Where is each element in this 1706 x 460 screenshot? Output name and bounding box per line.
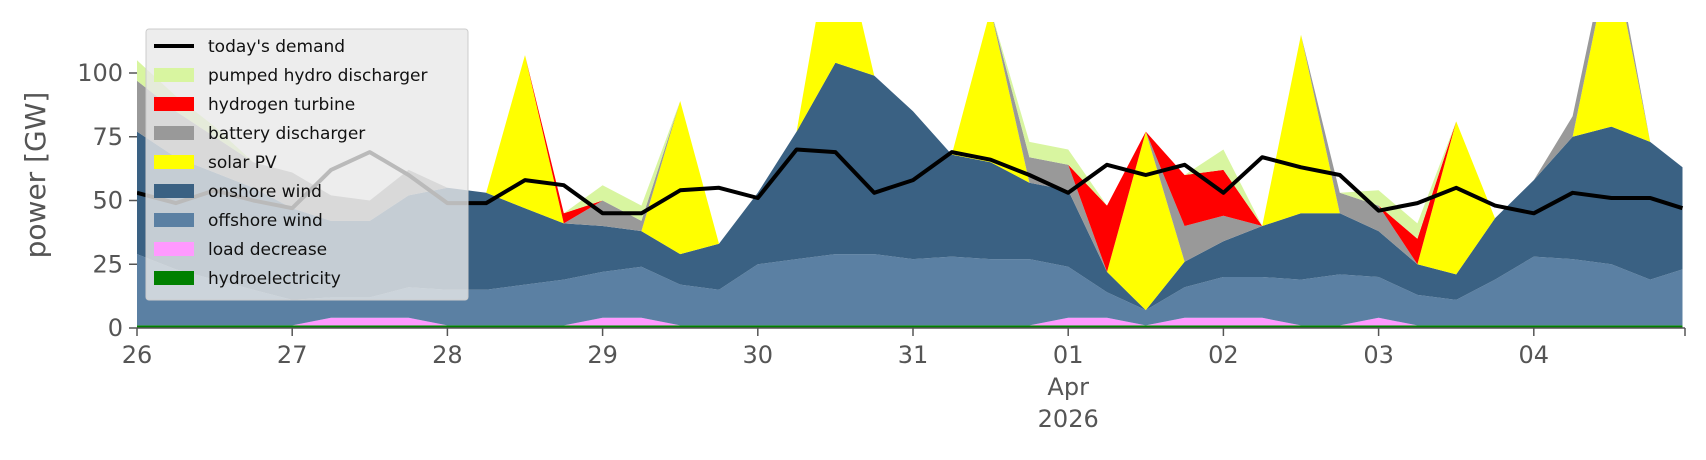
y-tick-label: 50 <box>92 187 123 215</box>
legend-swatch-battery-discharger <box>154 126 194 140</box>
y-tick-label: 75 <box>92 123 123 151</box>
legend-swatch-solar-pv <box>154 155 194 169</box>
legend-label-onshore-wind: onshore wind <box>208 182 322 202</box>
legend-label-solar-pv: solar PV <box>208 153 277 173</box>
legend: today's demand pumped hydro discharger hyd… <box>145 28 469 301</box>
x-tick-label: 31 <box>898 341 929 369</box>
y-axis-title: power [GW] <box>19 92 52 259</box>
legend-label-hydrogen-turbine: hydrogen turbine <box>208 95 355 115</box>
y-tick-label: 0 <box>108 314 123 342</box>
legend-label-load-decrease: load decrease <box>208 240 327 260</box>
area-load-decrease <box>137 317 1683 326</box>
y-axis-ticks: 0 25 50 75 100 <box>77 59 137 342</box>
x-tick-sublabel: 2026 <box>1038 405 1099 433</box>
legend-box <box>145 28 469 301</box>
legend-swatch-hydrogen-turbine <box>154 97 194 111</box>
x-tick-label: 02 <box>1208 341 1239 369</box>
legend-label-offshore-wind: offshore wind <box>208 211 323 231</box>
x-tick-label: 04 <box>1519 341 1550 369</box>
legend-swatch-load-decrease <box>154 242 194 256</box>
legend-swatch-pumped-hydro-discharger <box>154 68 194 82</box>
legend-label-battery-discharger: battery discharger <box>208 124 365 144</box>
x-tick-label: 01 <box>1053 341 1084 369</box>
x-tick-sublabel: Apr <box>1047 373 1089 401</box>
x-tick-label: 26 <box>122 341 153 369</box>
legend-label-hydroelectricity: hydroelectricity <box>208 269 341 289</box>
x-tick-label: 28 <box>432 341 463 369</box>
legend-swatch-offshore-wind <box>154 213 194 227</box>
y-tick-label: 100 <box>77 59 123 87</box>
y-tick-label: 25 <box>92 250 123 278</box>
legend-swatch-onshore-wind <box>154 184 194 198</box>
area-offshore-wind <box>137 254 1683 326</box>
legend-swatch-hydroelectricity <box>154 271 194 285</box>
x-tick-label: 27 <box>277 341 308 369</box>
x-tick-label: 29 <box>587 341 618 369</box>
x-tick-label: 03 <box>1363 341 1394 369</box>
area-onshore-wind <box>137 62 1683 311</box>
legend-label-today-s-demand: today's demand <box>208 37 345 57</box>
x-axis-ticks: 26 27 28 29 30 31 01 Apr 2026 02 03 04 <box>122 328 1686 433</box>
x-tick-label: 30 <box>743 341 774 369</box>
legend-label-pumped-hydro-discharger: pumped hydro discharger <box>208 66 427 86</box>
area-solar-pv <box>137 22 1683 311</box>
